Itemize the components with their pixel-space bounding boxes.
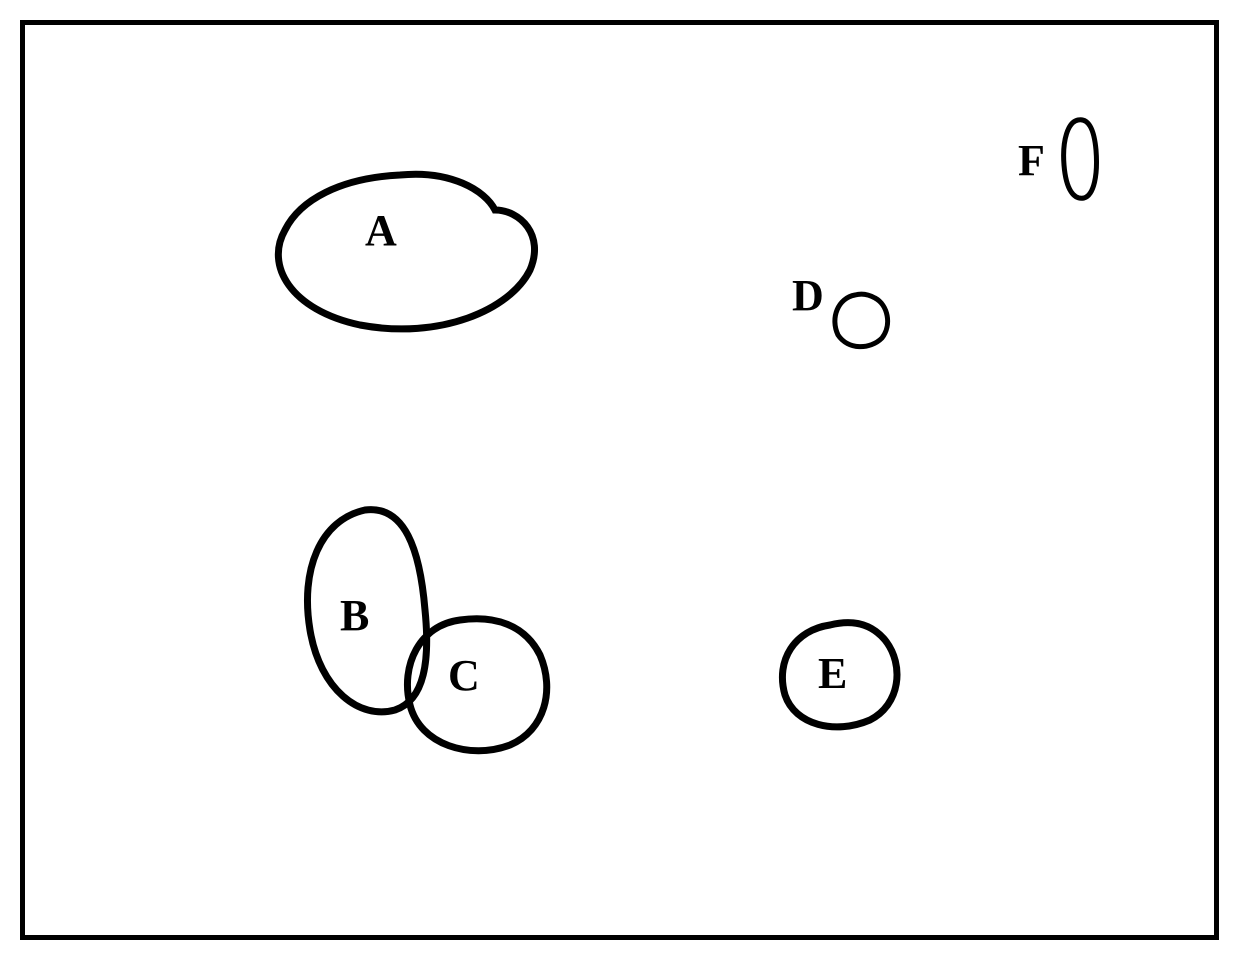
label-f: F — [1018, 135, 1045, 186]
shape-f-path — [1064, 120, 1097, 198]
shape-f — [0, 0, 1239, 960]
